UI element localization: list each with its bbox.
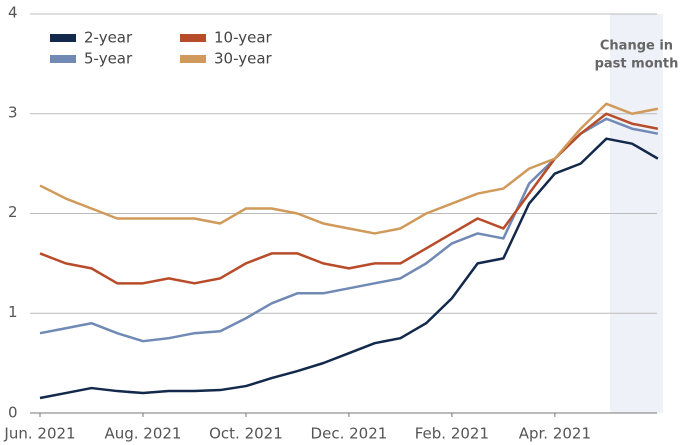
legend-swatch bbox=[180, 55, 206, 63]
legend-swatch bbox=[50, 34, 76, 42]
x-tick-label: Jun. 2021 bbox=[3, 425, 75, 443]
y-tick-label: 0 bbox=[8, 404, 18, 422]
highlight-label: past month bbox=[595, 57, 679, 72]
x-tick-label: Aug. 2021 bbox=[104, 425, 181, 443]
x-tick-label: Apr. 2021 bbox=[519, 425, 591, 443]
x-tick-label: Oct. 2021 bbox=[209, 425, 283, 443]
x-tick-label: Dec. 2021 bbox=[311, 425, 388, 443]
series-line bbox=[39, 102, 659, 235]
y-tick-label: 2 bbox=[8, 203, 18, 221]
highlight-label: Change in bbox=[600, 39, 673, 54]
legend-label: 5-year bbox=[84, 50, 133, 68]
legend-label: 2-year bbox=[84, 29, 133, 47]
x-tick-label: Feb. 2021 bbox=[415, 425, 489, 443]
y-tick-label: 4 bbox=[8, 4, 18, 22]
legend-swatch bbox=[50, 55, 76, 63]
y-tick-label: 1 bbox=[8, 303, 18, 321]
legend-label: 30-year bbox=[214, 50, 273, 68]
series-line bbox=[39, 112, 659, 285]
legend-label: 10-year bbox=[214, 29, 273, 47]
y-tick-label: 3 bbox=[8, 103, 18, 121]
legend-swatch bbox=[180, 34, 206, 42]
series-line bbox=[39, 137, 659, 400]
series-line bbox=[39, 117, 659, 343]
